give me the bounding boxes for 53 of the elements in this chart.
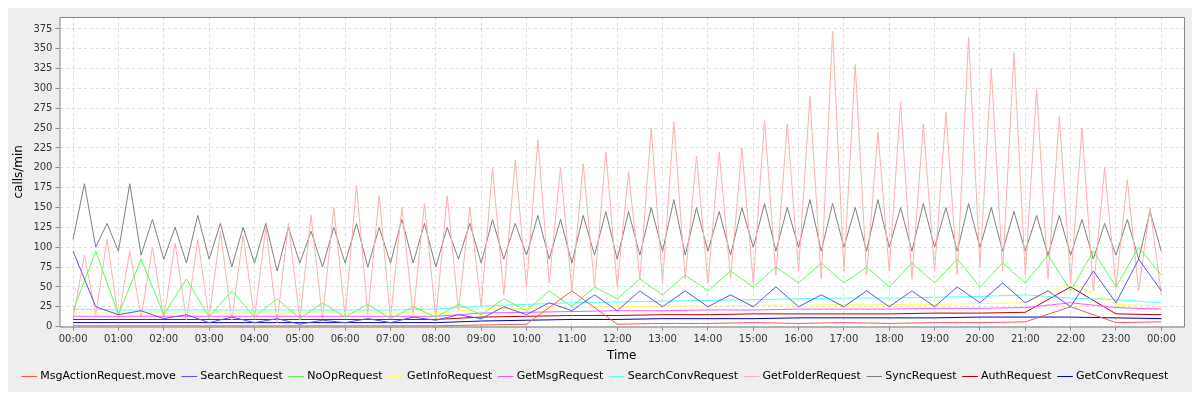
x-tick-label: 12:00 <box>602 333 632 345</box>
x-tick-label: 21:00 <box>1010 333 1040 345</box>
x-tick-label: 11:00 <box>557 333 587 345</box>
x-axis-title: Time <box>606 347 637 362</box>
legend-label: AuthRequest <box>981 369 1053 383</box>
x-tick-label: 17:00 <box>829 333 859 345</box>
x-tick-label: 20:00 <box>965 333 995 345</box>
x-tick-label: 16:00 <box>784 333 813 345</box>
y-tick-label: 275 <box>33 101 53 113</box>
x-tick-label: 01:00 <box>104 333 133 345</box>
y-tick-label: 125 <box>33 220 53 232</box>
y-axis-title: calls/min <box>11 145 26 199</box>
x-tick-label: 13:00 <box>648 333 677 345</box>
x-tick-label: 09:00 <box>466 333 496 345</box>
y-tick-label: 225 <box>33 141 53 153</box>
y-tick-label: 75 <box>39 260 53 272</box>
x-tick-label: 07:00 <box>376 333 405 345</box>
y-tick-label: 0 <box>46 320 53 332</box>
x-tick-label: 08:00 <box>421 333 451 345</box>
y-tick-label: 200 <box>33 161 53 173</box>
legend-label: GetConvRequest <box>1076 369 1169 383</box>
x-tick-label: 14:00 <box>693 333 723 345</box>
y-tick-label: 100 <box>33 240 53 252</box>
legend-label: NoOpRequest <box>307 369 384 383</box>
x-tick-label: 23:00 <box>1101 333 1131 345</box>
y-tick-label: 25 <box>39 300 53 312</box>
x-tick-label: 04:00 <box>240 333 269 345</box>
y-tick-label: 350 <box>33 42 53 54</box>
legend-label: GetMsgRequest <box>516 369 604 383</box>
x-tick-label: 00:00 <box>1146 333 1176 345</box>
x-tick-label: 06:00 <box>330 333 360 345</box>
y-tick-label: 50 <box>39 280 53 292</box>
y-tick-label: 175 <box>33 181 53 193</box>
y-tick-label: 325 <box>33 62 53 74</box>
legend-label: SyncRequest <box>885 369 958 383</box>
y-tick-label: 300 <box>33 82 53 94</box>
x-tick-label: 10:00 <box>512 333 541 345</box>
y-tick-label: 375 <box>33 22 53 34</box>
x-tick-label: 15:00 <box>738 333 768 345</box>
x-tick-label: 00:00 <box>58 333 88 345</box>
legend-label: SearchConvRequest <box>627 369 739 383</box>
legend-label: SearchRequest <box>200 369 284 383</box>
x-tick-label: 22:00 <box>1056 333 1086 345</box>
legend-label: GetInfoRequest <box>407 369 493 383</box>
legend-label: GetFolderRequest <box>762 369 862 383</box>
y-tick-label: 150 <box>33 201 53 213</box>
legend-label: MsgActionRequest.move <box>40 369 177 383</box>
y-tick-label: 250 <box>33 121 53 133</box>
x-tick-label: 02:00 <box>149 333 179 345</box>
x-tick-label: 18:00 <box>874 333 904 345</box>
x-tick-label: 03:00 <box>194 333 224 345</box>
x-tick-label: 05:00 <box>285 333 315 345</box>
x-tick-label: 19:00 <box>920 333 950 345</box>
